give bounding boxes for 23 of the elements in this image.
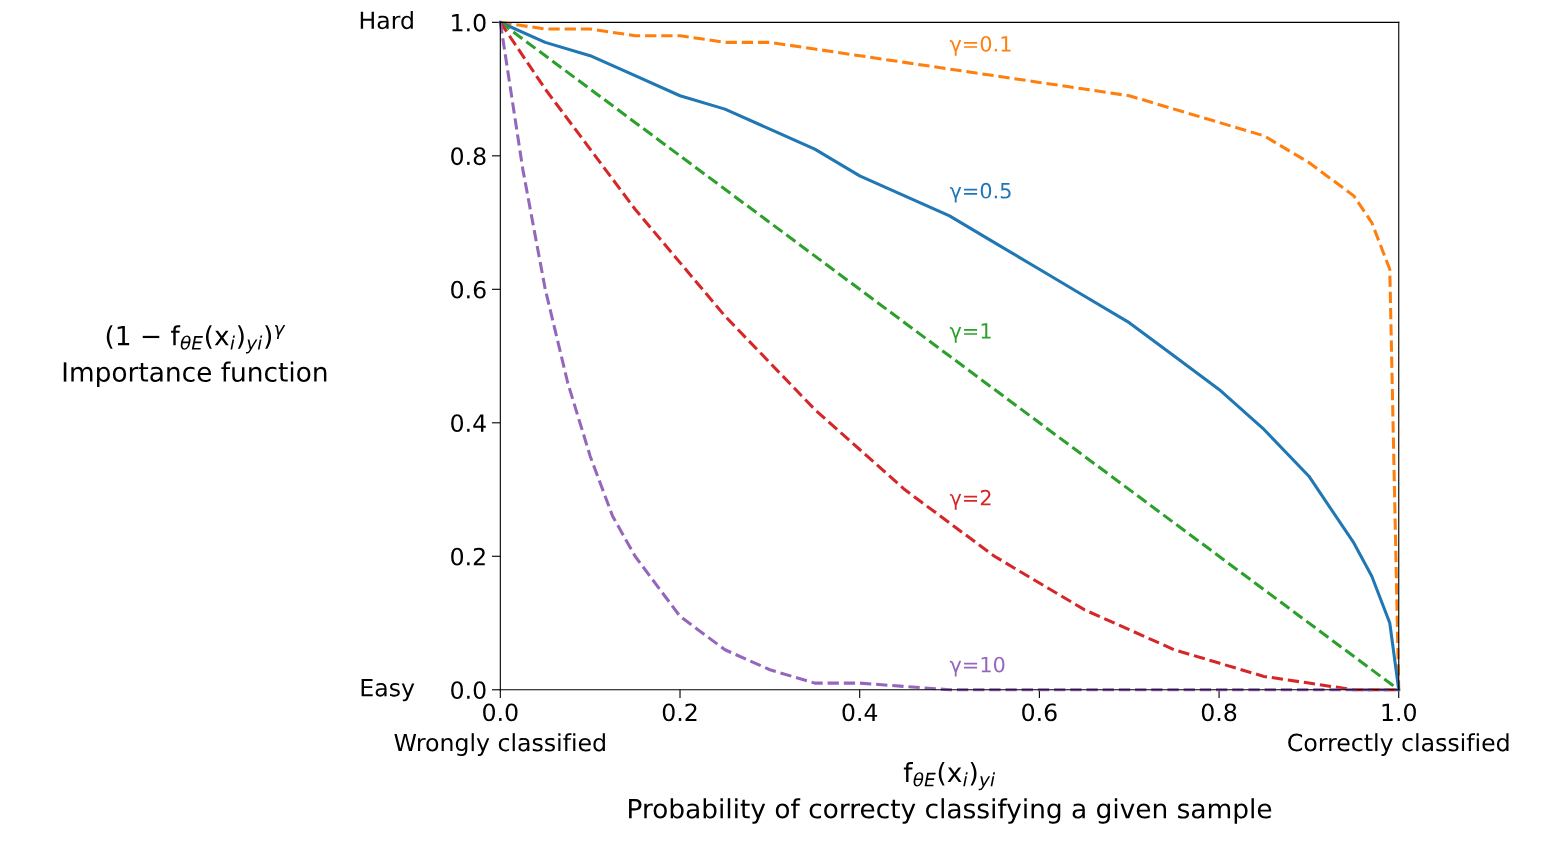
- x-tick-label: 0.2: [662, 703, 697, 722]
- series-label: γ=10: [949, 656, 1005, 677]
- x-tick-label: 0.0: [483, 703, 518, 722]
- series-label: γ=0.5: [949, 182, 1011, 203]
- series-label: γ=1: [949, 323, 991, 343]
- y-tick-label: 0.6: [451, 280, 486, 299]
- y-tick-label: 0.2: [451, 547, 485, 566]
- y-tick-label: 0.4: [451, 414, 486, 433]
- x-tick-label: 0.4: [842, 703, 878, 722]
- series-label: γ=2: [949, 489, 991, 510]
- y-tick-label: 0.8: [451, 147, 486, 166]
- x-axis-title: f$_{θE}$(x$_{i}$)$_{yi}$ Probability of correcty classifying a given sample: [629, 761, 1272, 824]
- text: (1 − f$_{θE}$(x$_{i}$)$_{yi}$)$^{γ}$ Importance function: [63, 325, 327, 388]
- series-label: γ=0.1: [949, 35, 1011, 56]
- y-tick-label: 0.0: [451, 681, 486, 700]
- text: Correctly classified: [1288, 733, 1509, 757]
- y-tick-label: 1.0: [452, 13, 486, 32]
- x-tick-label: 0.6: [1022, 703, 1057, 722]
- text: Hard: [360, 10, 413, 30]
- text: Wrongly classified: [394, 733, 605, 757]
- x-tick-label: 0.8: [1201, 703, 1237, 722]
- text: Easy: [361, 679, 415, 702]
- x-tick-label: 1.0: [1382, 703, 1416, 722]
